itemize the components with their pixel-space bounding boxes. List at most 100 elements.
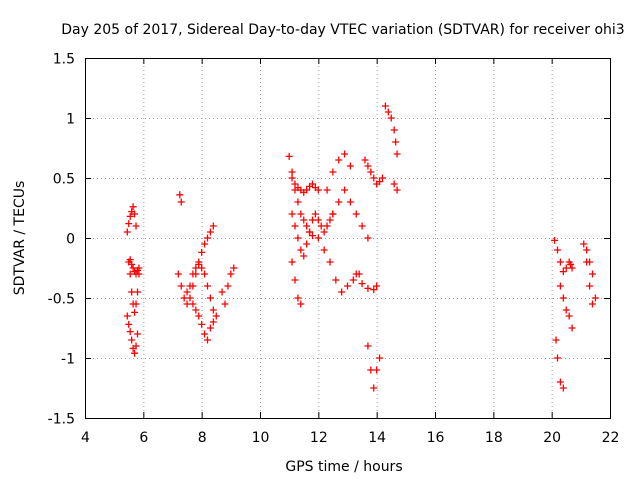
data-point: [198, 248, 206, 256]
series-arc-21: [390, 180, 401, 194]
data-point: [384, 108, 392, 116]
data-point: [209, 222, 217, 230]
data-point: [554, 354, 561, 362]
data-point: [285, 152, 293, 160]
data-point: [291, 180, 299, 188]
data-point: [201, 330, 209, 338]
data-point: [589, 300, 596, 308]
data-point: [204, 234, 211, 242]
data-point: [135, 264, 143, 272]
data-point: [364, 234, 372, 242]
series-arc-13: [288, 258, 305, 308]
data-point: [177, 282, 185, 290]
data-point: [591, 294, 599, 302]
data-point: [364, 162, 372, 170]
data-point: [568, 324, 576, 332]
data-point: [204, 282, 211, 290]
data-point: [306, 228, 314, 236]
data-point: [551, 236, 559, 244]
data-point: [123, 228, 131, 236]
data-point: [583, 246, 591, 254]
series-arc-16: [329, 186, 372, 242]
data-point: [291, 222, 299, 230]
data-point: [311, 210, 319, 218]
data-point: [326, 216, 334, 224]
data-point: [373, 366, 381, 374]
x-tick-label: 18: [485, 430, 503, 446]
data-point: [218, 288, 226, 296]
data-point: [212, 312, 220, 320]
series-arc-17: [352, 270, 381, 294]
x-tick-label: 6: [139, 430, 148, 446]
data-point: [370, 286, 378, 294]
y-tick-label: -1.5: [48, 412, 75, 428]
data-point: [294, 234, 302, 242]
data-point: [209, 306, 217, 314]
series-arc-24: [556, 282, 576, 332]
data-point: [177, 198, 185, 206]
data-point: [314, 216, 322, 224]
data-point: [186, 282, 194, 290]
data-point: [300, 252, 308, 260]
data-point: [349, 276, 357, 284]
data-point: [131, 349, 139, 357]
data-point: [320, 228, 328, 236]
data-point: [329, 210, 337, 218]
data-point: [586, 258, 594, 266]
y-tick-label: 1.5: [53, 52, 75, 68]
data-point: [387, 114, 395, 122]
data-point: [300, 216, 308, 224]
data-point: [294, 294, 302, 302]
plot-frame: [85, 58, 611, 419]
data-point: [183, 300, 191, 308]
y-tick-label: 0: [66, 232, 75, 248]
data-point: [370, 174, 378, 182]
data-point: [364, 342, 372, 350]
data-point: [132, 300, 140, 308]
data-point: [227, 270, 235, 278]
data-point: [329, 168, 337, 176]
data-point: [323, 186, 331, 194]
y-tick-label: 0.5: [53, 172, 75, 188]
data-point: [562, 306, 570, 314]
data-point: [309, 232, 316, 240]
data-point: [376, 178, 384, 186]
data-point: [291, 276, 299, 284]
data-point: [361, 156, 369, 164]
data-point: [381, 102, 389, 110]
series-arc-19: [364, 342, 384, 392]
data-point: [309, 180, 316, 188]
data-point: [556, 282, 564, 290]
data-point: [204, 336, 211, 344]
series-arc-9: [218, 264, 238, 308]
series-arc-27: [583, 246, 596, 278]
data-point: [186, 294, 194, 302]
data-point: [132, 222, 140, 230]
data-point: [134, 288, 141, 296]
data-point: [556, 258, 564, 266]
chart-title: Day 205 of 2017, Sidereal Day-to-day VTE…: [61, 22, 624, 38]
data-point: [568, 264, 576, 272]
data-point: [326, 258, 334, 266]
data-point: [367, 366, 375, 374]
series-arc-1: [123, 203, 140, 236]
x-tick-label: 8: [198, 430, 207, 446]
data-point: [567, 260, 575, 268]
series-arc-22: [551, 236, 570, 276]
data-point: [393, 150, 401, 158]
data-point: [314, 186, 322, 194]
data-point: [346, 198, 354, 206]
x-tick-label: 4: [81, 430, 90, 446]
series-arc-2: [123, 312, 141, 357]
data-point: [335, 198, 343, 206]
data-point: [128, 260, 136, 268]
series-arc-18: [361, 156, 386, 188]
data-point: [320, 246, 328, 254]
data-point: [352, 210, 360, 218]
data-point: [209, 318, 217, 326]
data-point: [367, 168, 375, 176]
data-point: [393, 186, 401, 194]
data-point: [224, 282, 232, 290]
data-point: [201, 240, 209, 248]
data-point: [198, 264, 206, 272]
